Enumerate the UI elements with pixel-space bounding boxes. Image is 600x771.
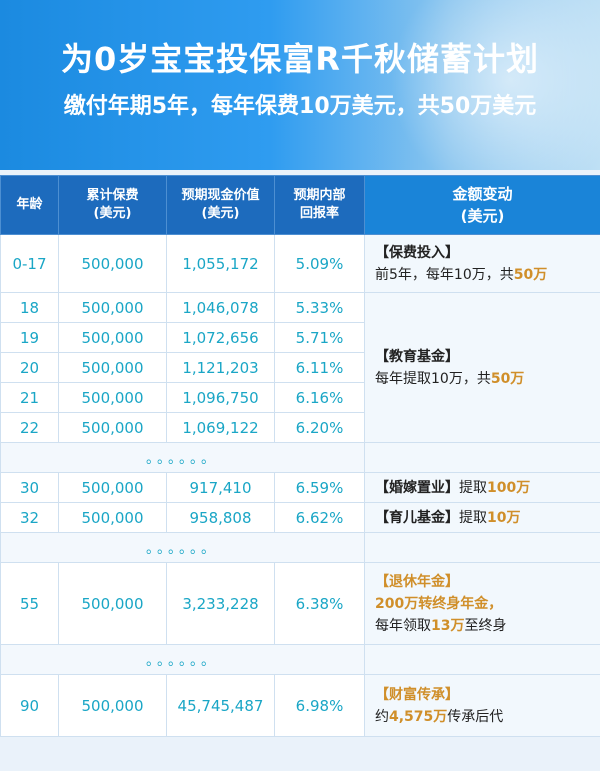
table-row: 21 500,000 1,096,750 6.16%: [0, 382, 600, 413]
table-row: 55 500,000 3,233,228 6.38% 【退休年金】 200万转终…: [0, 562, 600, 645]
header-banner: 为0岁宝宝投保富R千秋储蓄计划 缴付年期5年，每年保费10万美元，共50万美元: [0, 0, 600, 170]
plan-table: 年龄 累计保费 (美元) 预期现金价值 (美元) 预期内部 回报率 金额变动 (美元) …: [0, 175, 600, 737]
col-premium: 累计保费 (美元): [58, 175, 167, 235]
cell-age: 0-17: [0, 234, 59, 293]
ellipsis-row: 。。。。。。: [0, 442, 600, 473]
table-row: 18 500,000 1,046,078 5.33% 【教育基金】 每年提取10…: [0, 292, 600, 443]
table-row: 0-17 500,000 1,055,172 5.09% 【保费投入】 前5年，…: [0, 234, 600, 293]
note-legacy: 【财富传承】 约4,575万传承后代: [364, 674, 600, 737]
note-childcare: 【育儿基金】提取10万: [364, 502, 600, 533]
table-header-row: 年龄 累计保费 (美元) 预期现金价值 (美元) 预期内部 回报率 金额变动 (美元): [0, 175, 600, 235]
cell-cash: 1,055,172: [166, 234, 275, 293]
table-row: 90 500,000 45,745,487 6.98% 【财富传承】 约4,57…: [0, 674, 600, 737]
col-age: 年龄: [0, 175, 59, 235]
col-amount-change: 金额变动 (美元): [364, 175, 600, 235]
banner-glow: [380, 0, 600, 170]
note-education: 【教育基金】 每年提取10万，共50万: [364, 292, 600, 443]
col-irr: 预期内部 回报率: [274, 175, 365, 235]
table-row: 20 500,000 1,121,203 6.11%: [0, 352, 600, 383]
cell-premium: 500,000: [58, 234, 167, 293]
table-row: 19 500,000 1,072,656 5.71%: [0, 322, 600, 353]
note-retirement: 【退休年金】 200万转终身年金， 每年领取13万至终身: [364, 562, 600, 645]
ellipsis-row: 。。。。。。: [0, 532, 600, 563]
table-row: 30 500,000 917,410 6.59% 【婚嫁置业】提取100万: [0, 472, 600, 503]
table-row: 32 500,000 958,808 6.62% 【育儿基金】提取10万: [0, 502, 600, 533]
page-title: 为0岁宝宝投保富R千秋储蓄计划: [61, 40, 539, 78]
note-premium: 【保费投入】 前5年，每年10万，共50万: [364, 234, 600, 293]
ellipsis-row: 。。。。。。: [0, 644, 600, 675]
note-marriage: 【婚嫁置业】提取100万: [364, 472, 600, 503]
col-cash-value: 预期现金价值 (美元): [166, 175, 275, 235]
page-subtitle: 缴付年期5年，每年保费10万美元，共50万美元: [63, 94, 537, 119]
cell-irr: 5.09%: [274, 234, 365, 293]
table-row: 22 500,000 1,069,122 6.20%: [0, 412, 600, 443]
